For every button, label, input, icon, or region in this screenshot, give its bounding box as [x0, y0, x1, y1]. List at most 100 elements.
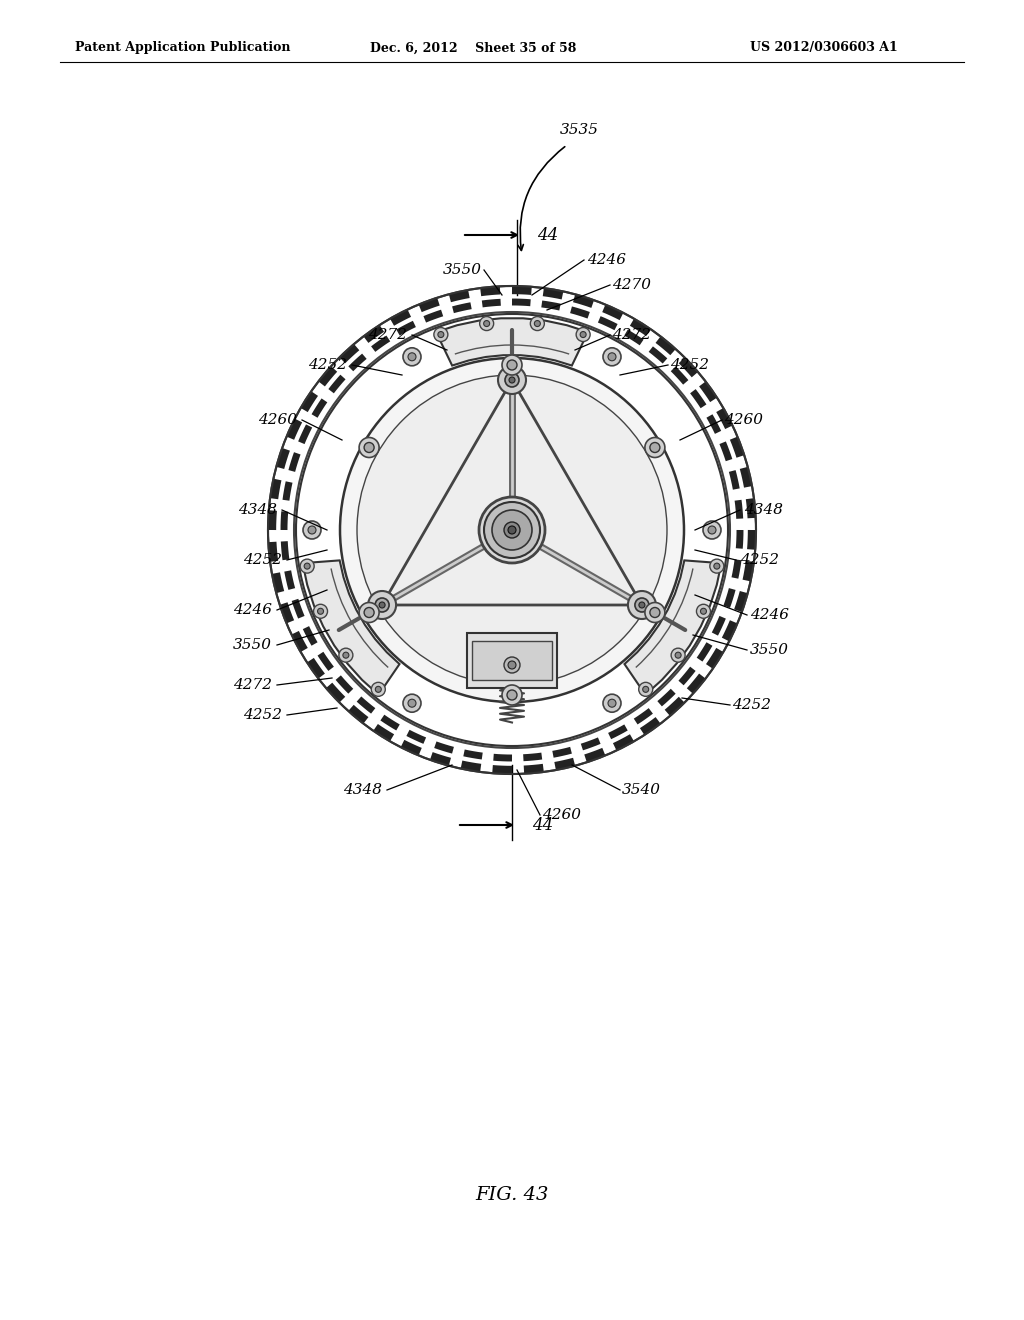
Circle shape — [408, 352, 416, 360]
Circle shape — [483, 321, 489, 326]
Circle shape — [696, 605, 711, 618]
Circle shape — [608, 352, 616, 360]
Text: 44: 44 — [537, 227, 558, 243]
Circle shape — [359, 437, 379, 458]
Circle shape — [502, 685, 522, 705]
Circle shape — [639, 682, 652, 697]
Circle shape — [308, 525, 316, 535]
Circle shape — [504, 657, 520, 673]
Circle shape — [603, 694, 621, 713]
Circle shape — [507, 360, 517, 370]
Text: 4260: 4260 — [724, 413, 763, 426]
Circle shape — [509, 378, 515, 383]
Text: Patent Application Publication: Patent Application Publication — [75, 41, 291, 54]
Circle shape — [484, 502, 540, 558]
Circle shape — [303, 521, 321, 539]
Circle shape — [703, 521, 721, 539]
Circle shape — [304, 564, 310, 569]
Circle shape — [359, 602, 379, 623]
Text: 4348: 4348 — [343, 783, 382, 797]
Circle shape — [479, 317, 494, 330]
Circle shape — [379, 602, 385, 609]
Polygon shape — [625, 561, 721, 694]
Circle shape — [714, 564, 720, 569]
Circle shape — [357, 375, 667, 685]
Circle shape — [498, 366, 526, 393]
Circle shape — [608, 700, 616, 708]
Bar — [467, 632, 557, 688]
Text: 3535: 3535 — [560, 123, 599, 137]
Text: 4246: 4246 — [750, 609, 790, 622]
Circle shape — [505, 374, 519, 387]
Circle shape — [372, 682, 385, 697]
Circle shape — [317, 609, 324, 614]
Circle shape — [434, 327, 447, 342]
Text: 4272: 4272 — [612, 327, 651, 342]
Text: 4252: 4252 — [243, 708, 282, 722]
Circle shape — [650, 442, 659, 453]
Circle shape — [504, 521, 520, 539]
Text: 44: 44 — [532, 817, 553, 833]
Circle shape — [492, 510, 532, 550]
Circle shape — [340, 358, 684, 702]
Text: 4252: 4252 — [670, 358, 709, 372]
Circle shape — [438, 331, 443, 338]
Text: 3550: 3550 — [750, 643, 790, 657]
Circle shape — [375, 598, 389, 612]
Text: 4272: 4272 — [368, 327, 407, 342]
Text: 4252: 4252 — [243, 553, 282, 568]
Circle shape — [700, 609, 707, 614]
Circle shape — [343, 652, 349, 659]
Circle shape — [508, 525, 516, 535]
Circle shape — [403, 347, 421, 366]
Circle shape — [645, 437, 665, 458]
Circle shape — [581, 331, 586, 338]
Text: 4260: 4260 — [542, 808, 581, 822]
Circle shape — [643, 686, 648, 692]
Circle shape — [479, 498, 545, 564]
Circle shape — [339, 648, 353, 663]
Text: 3540: 3540 — [622, 783, 662, 797]
Circle shape — [368, 591, 396, 619]
Bar — [472, 640, 552, 680]
Circle shape — [671, 648, 685, 663]
Text: FIG. 43: FIG. 43 — [475, 1185, 549, 1204]
Polygon shape — [303, 561, 399, 694]
Circle shape — [502, 355, 522, 375]
Circle shape — [639, 602, 645, 609]
Text: 4252: 4252 — [740, 553, 779, 568]
Circle shape — [268, 286, 756, 774]
Circle shape — [708, 525, 716, 535]
Text: Dec. 6, 2012    Sheet 35 of 58: Dec. 6, 2012 Sheet 35 of 58 — [370, 41, 577, 54]
Circle shape — [508, 661, 516, 669]
Circle shape — [365, 442, 374, 453]
Text: 4260: 4260 — [258, 413, 297, 426]
Polygon shape — [436, 318, 588, 366]
Circle shape — [530, 317, 545, 330]
Circle shape — [675, 652, 681, 659]
Circle shape — [313, 605, 328, 618]
Text: 4272: 4272 — [233, 678, 272, 692]
Circle shape — [645, 602, 665, 623]
Text: 4252: 4252 — [732, 698, 771, 711]
Circle shape — [408, 700, 416, 708]
Text: 4348: 4348 — [238, 503, 278, 517]
Circle shape — [710, 560, 724, 573]
Text: 4348: 4348 — [744, 503, 783, 517]
Circle shape — [294, 312, 730, 748]
Text: 4252: 4252 — [308, 358, 347, 372]
Circle shape — [650, 607, 659, 618]
Text: 4270: 4270 — [612, 279, 651, 292]
Circle shape — [376, 686, 381, 692]
Text: 3550: 3550 — [443, 263, 482, 277]
Circle shape — [300, 560, 314, 573]
Circle shape — [603, 347, 621, 366]
Circle shape — [635, 598, 649, 612]
Circle shape — [535, 321, 541, 326]
Text: US 2012/0306603 A1: US 2012/0306603 A1 — [750, 41, 898, 54]
Circle shape — [577, 327, 590, 342]
Text: 4246: 4246 — [233, 603, 272, 616]
Text: 4246: 4246 — [587, 253, 626, 267]
Circle shape — [507, 690, 517, 700]
Circle shape — [365, 607, 374, 618]
